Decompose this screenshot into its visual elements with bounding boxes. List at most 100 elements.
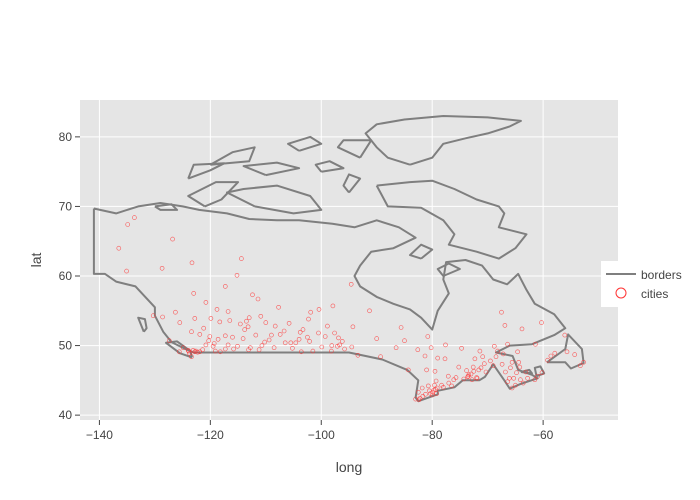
city-point	[305, 334, 310, 340]
city-point	[435, 355, 441, 361]
city-point	[349, 344, 355, 350]
city-point	[308, 309, 314, 315]
y-tick-label: 40	[59, 408, 73, 422]
city-point	[272, 323, 278, 329]
city-point	[186, 348, 191, 354]
city-point	[276, 304, 281, 310]
border-line	[209, 146, 256, 166]
city-point	[263, 320, 269, 325]
city-point	[197, 332, 203, 337]
city-point	[502, 323, 508, 328]
city-point	[227, 318, 233, 323]
city-point	[513, 382, 518, 388]
city-point	[255, 296, 261, 302]
city-point	[316, 307, 322, 312]
city-point	[238, 321, 243, 327]
city-point	[244, 318, 249, 324]
city-point	[332, 330, 337, 336]
city-point	[269, 332, 274, 338]
city-point	[477, 348, 483, 354]
city-point	[116, 245, 122, 251]
city-point	[185, 348, 191, 353]
city-point	[339, 339, 345, 344]
city-point	[296, 336, 302, 342]
city-point	[459, 345, 464, 351]
border-line	[137, 316, 148, 333]
city-point	[548, 353, 554, 359]
city-point	[393, 345, 399, 351]
city-point	[217, 319, 223, 325]
city-point	[451, 377, 457, 383]
city-point	[442, 356, 448, 362]
city-point	[355, 352, 361, 358]
city-point	[282, 340, 288, 346]
city-point	[464, 368, 469, 373]
x-tick-label: −120	[197, 428, 224, 442]
city-point	[322, 334, 328, 339]
city-point	[208, 316, 214, 321]
y-tick-label: 70	[59, 199, 73, 213]
city-point	[483, 369, 489, 375]
city-point	[488, 358, 493, 364]
city-point	[420, 393, 426, 399]
city-point	[223, 346, 228, 352]
plot-panel	[80, 100, 618, 420]
city-point	[246, 315, 252, 321]
city-point	[481, 361, 487, 367]
city-point	[490, 363, 496, 369]
city-point	[427, 388, 432, 394]
city-point	[533, 341, 538, 347]
city-point	[336, 335, 341, 341]
x-tick-label: −140	[86, 428, 113, 442]
city-point	[306, 316, 311, 322]
city-point	[189, 354, 194, 360]
border-line	[342, 173, 362, 194]
city-point	[235, 343, 240, 349]
border-line	[375, 179, 528, 260]
city-point	[425, 334, 431, 339]
city-point	[170, 236, 175, 242]
border-line	[436, 262, 461, 277]
city-point	[288, 340, 294, 346]
city-point	[266, 337, 272, 343]
city-point	[470, 364, 476, 370]
city-point	[225, 309, 231, 314]
city-point	[378, 354, 383, 360]
x-tick-label: −100	[308, 428, 335, 442]
city-point	[424, 367, 429, 373]
city-point	[173, 309, 178, 315]
city-point	[552, 350, 558, 356]
city-point	[201, 325, 206, 331]
city-point	[192, 349, 198, 355]
city-point	[562, 332, 568, 338]
city-point	[307, 339, 312, 344]
city-point	[259, 343, 265, 348]
border-line	[546, 333, 585, 370]
city-point	[250, 292, 255, 298]
city-point	[337, 342, 342, 348]
city-point	[200, 347, 205, 353]
city-point	[398, 325, 404, 330]
city-point	[191, 291, 196, 296]
city-point	[132, 215, 137, 220]
city-point	[499, 361, 505, 367]
city-point	[509, 385, 515, 391]
city-point	[218, 349, 223, 355]
city-point	[240, 336, 246, 341]
city-point	[328, 348, 334, 354]
legend-borders-label: borders	[641, 268, 682, 282]
border-line	[364, 115, 522, 166]
city-point	[256, 347, 262, 353]
city-point	[230, 334, 235, 340]
city-point	[532, 377, 538, 383]
city-point	[422, 353, 428, 359]
city-point	[445, 373, 451, 379]
city-point	[231, 346, 236, 352]
city-point	[508, 365, 513, 371]
city-point	[281, 328, 287, 334]
city-point	[564, 349, 570, 355]
city-point	[443, 342, 448, 348]
border-line	[92, 202, 567, 403]
city-point	[440, 384, 446, 390]
city-point	[419, 385, 425, 391]
